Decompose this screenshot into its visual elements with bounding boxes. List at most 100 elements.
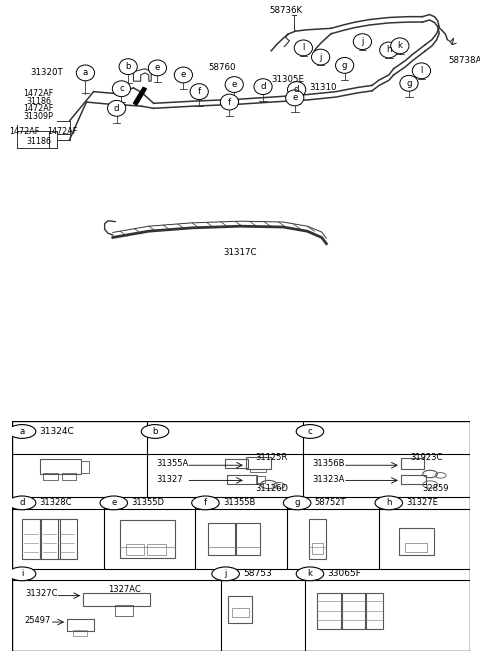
Bar (83, 593, 149, 606)
Text: 31923C: 31923C (410, 453, 442, 462)
Text: 58738A: 58738A (449, 56, 480, 65)
Text: j: j (361, 37, 363, 46)
Text: h: h (386, 45, 392, 54)
Text: 31355D: 31355D (131, 499, 164, 507)
Bar (67, 619, 94, 631)
Bar (120, 520, 175, 558)
Text: h: h (386, 499, 392, 507)
Circle shape (174, 67, 192, 83)
Circle shape (353, 33, 372, 50)
Circle shape (108, 100, 126, 116)
Bar (81, 461, 89, 473)
Bar (208, 523, 236, 556)
Text: f: f (204, 499, 207, 507)
Circle shape (400, 75, 418, 91)
Circle shape (412, 63, 431, 79)
Text: c: c (119, 84, 124, 93)
Text: 25497: 25497 (25, 617, 51, 625)
Bar (40, 519, 60, 559)
Text: 31327: 31327 (156, 475, 183, 484)
Text: l: l (420, 66, 422, 75)
Circle shape (8, 567, 36, 581)
Text: c: c (308, 427, 312, 436)
Text: i: i (21, 569, 23, 579)
Text: 1472AF: 1472AF (23, 89, 53, 98)
Text: 31310: 31310 (310, 83, 337, 92)
Bar (73, 630, 87, 636)
Circle shape (225, 77, 243, 92)
Circle shape (141, 424, 169, 438)
Circle shape (380, 42, 398, 58)
Text: 1472AF: 1472AF (47, 127, 77, 136)
Bar (341, 593, 366, 629)
Text: 58760: 58760 (209, 63, 236, 72)
Bar (147, 544, 166, 555)
Text: 58752T: 58752T (314, 499, 346, 507)
Bar (228, 475, 257, 484)
Circle shape (286, 90, 304, 106)
Text: 31126D: 31126D (255, 484, 288, 493)
Bar (39, 459, 81, 474)
Circle shape (112, 81, 131, 96)
Circle shape (8, 496, 36, 510)
Text: d: d (260, 82, 266, 91)
Text: 31327C: 31327C (25, 589, 57, 598)
Text: 31320T: 31320T (30, 68, 63, 77)
Circle shape (391, 38, 409, 54)
Bar (309, 519, 326, 559)
Text: 31323A: 31323A (312, 475, 345, 484)
Text: b: b (152, 427, 158, 436)
Text: e: e (180, 70, 186, 79)
Bar (58, 519, 77, 559)
Bar (251, 468, 266, 472)
Text: f: f (198, 87, 201, 96)
Circle shape (100, 496, 128, 510)
Bar (312, 543, 323, 554)
Circle shape (212, 567, 240, 581)
Text: f: f (228, 98, 231, 106)
Text: b: b (125, 62, 131, 71)
Circle shape (288, 81, 306, 98)
Circle shape (76, 65, 95, 81)
Circle shape (192, 496, 219, 510)
Bar (401, 475, 426, 484)
Text: 31355A: 31355A (156, 459, 189, 468)
Circle shape (8, 424, 36, 438)
Text: 31186: 31186 (26, 96, 51, 106)
Circle shape (119, 59, 137, 75)
Bar (126, 544, 144, 555)
Text: 31186: 31186 (26, 137, 51, 146)
Text: g: g (294, 499, 300, 507)
Text: j: j (320, 52, 322, 62)
Bar (225, 459, 248, 468)
Text: 58736K: 58736K (269, 6, 302, 15)
Text: a: a (20, 427, 24, 436)
Text: j: j (225, 569, 227, 579)
Circle shape (296, 424, 324, 438)
Text: 31327E: 31327E (406, 499, 438, 507)
Bar (43, 473, 58, 480)
Bar (365, 593, 383, 629)
Circle shape (220, 94, 239, 110)
Text: d: d (294, 85, 300, 94)
Text: e: e (231, 80, 237, 89)
Text: 31355B: 31355B (223, 499, 255, 507)
Text: e: e (111, 499, 117, 507)
Text: g: g (342, 61, 348, 70)
Text: k: k (397, 41, 402, 51)
Polygon shape (133, 87, 146, 105)
Bar (405, 543, 427, 552)
Text: 1472AF: 1472AF (10, 127, 40, 136)
Bar (61, 473, 76, 480)
Text: a: a (83, 68, 88, 77)
Text: 31309P: 31309P (23, 112, 53, 121)
Bar (317, 593, 342, 629)
Text: 1472AF: 1472AF (23, 104, 53, 113)
Circle shape (296, 567, 324, 581)
Bar (232, 607, 249, 617)
Text: e: e (155, 64, 160, 72)
Circle shape (294, 40, 312, 56)
Bar (235, 523, 260, 556)
Circle shape (254, 79, 272, 94)
Circle shape (312, 49, 330, 65)
